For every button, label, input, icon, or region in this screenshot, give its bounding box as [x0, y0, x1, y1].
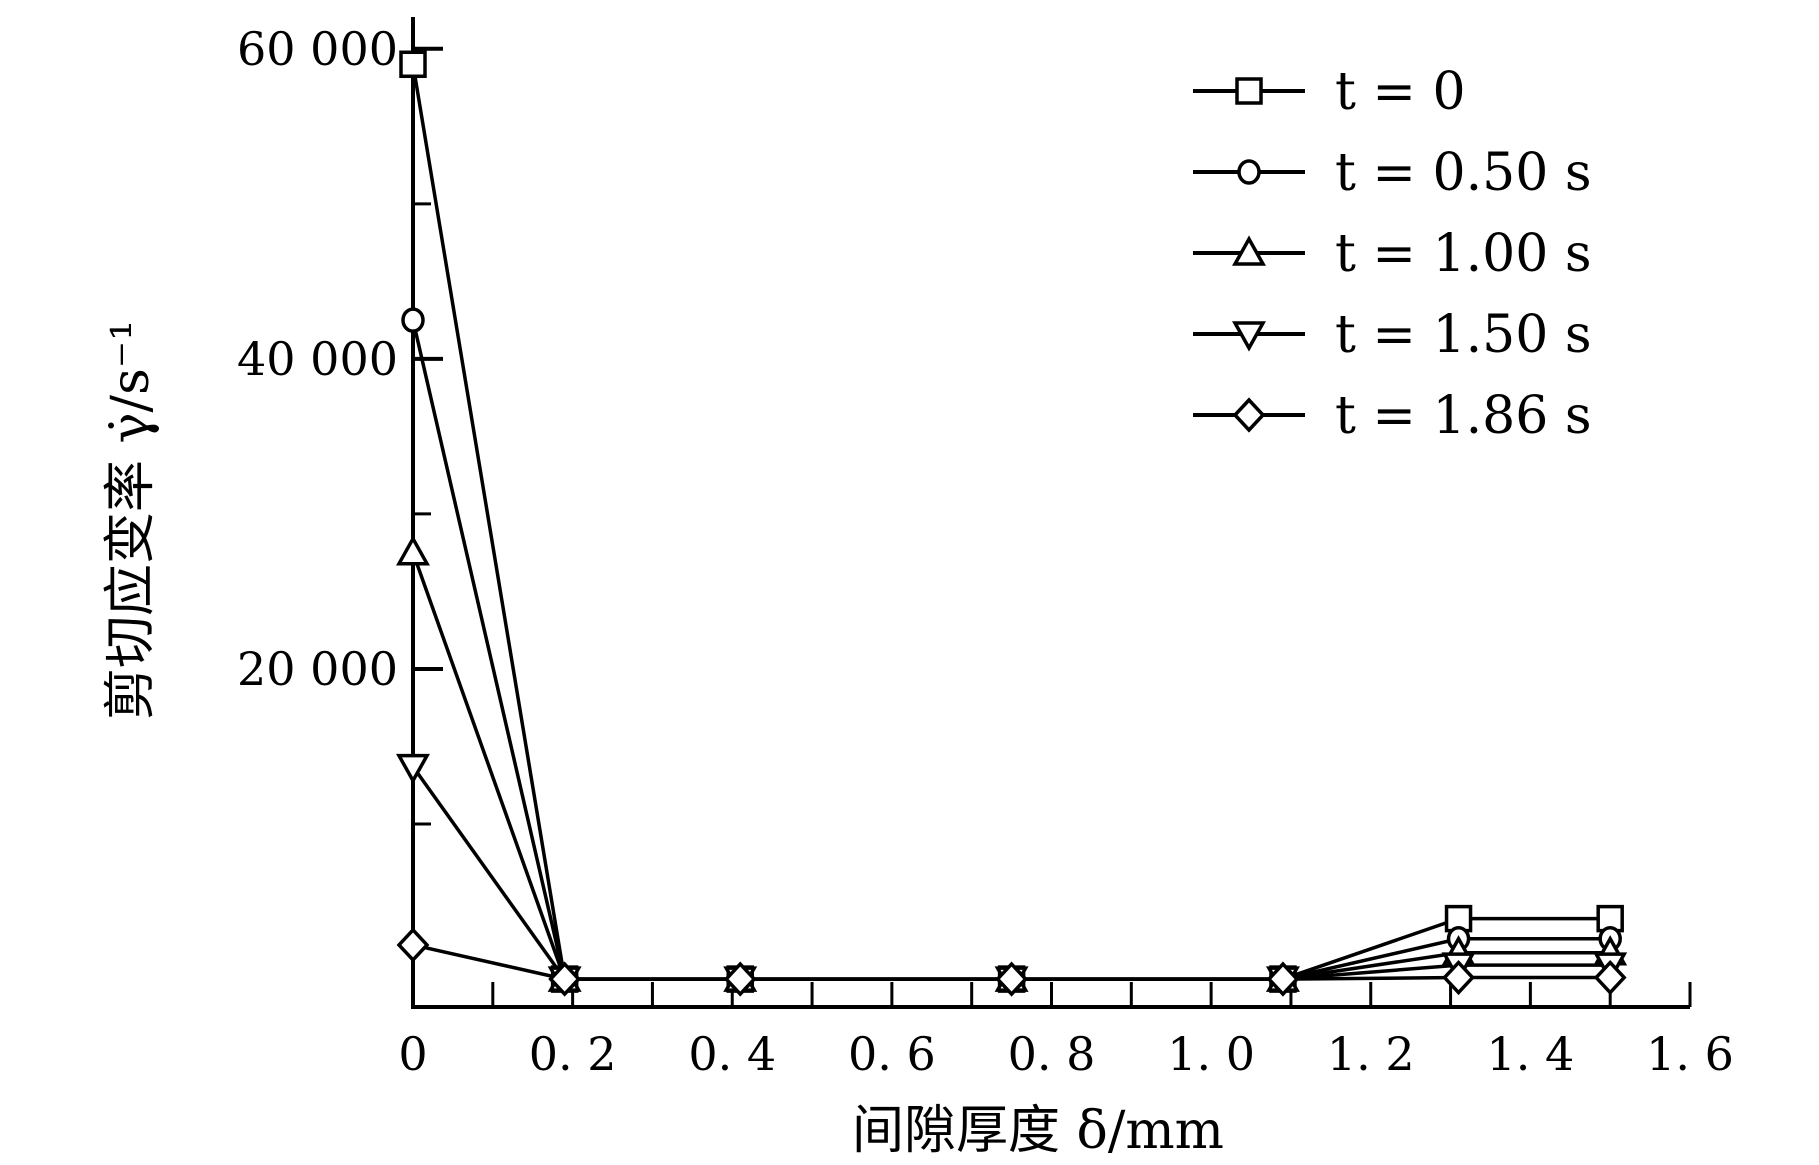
y-axis-title: 剪切应变率 γ̇/s⁻¹: [101, 320, 161, 720]
x-tick-label: 0. 8: [1008, 1027, 1096, 1081]
x-tick-label: 1. 2: [1327, 1027, 1415, 1081]
square-marker: [1235, 77, 1263, 105]
series-line: [411, 552, 1611, 981]
triangle-down-marker: [1232, 321, 1266, 352]
triangle-up-marker: [1232, 235, 1266, 266]
series-3: [411, 552, 1611, 981]
series-line: [411, 765, 1611, 981]
tick-labels: 0 0. 2 0. 4 0. 6 0. 8 1. 0 1. 2 1. 4 1. 6 20 000 4…: [237, 22, 1734, 1081]
square-marker: [399, 50, 427, 79]
legend-entry: t = 1.86 s: [1193, 386, 1592, 446]
legend-label: t = 1.00 s: [1335, 224, 1592, 284]
x-tick-label: 0. 2: [529, 1027, 617, 1081]
diamond-marker: [1266, 961, 1300, 997]
y-tick-label: 20 000: [237, 642, 398, 696]
legend-label: t = 0.50 s: [1335, 143, 1592, 203]
x-tick-label: 1. 4: [1486, 1027, 1574, 1081]
axes: [411, 17, 1692, 1009]
x-tick-label: 1. 0: [1167, 1027, 1255, 1081]
diamond-marker: [1442, 959, 1475, 996]
diamond-marker: [723, 961, 757, 997]
series-markers-5: [396, 927, 1627, 997]
triangle-up-marker: [396, 535, 430, 566]
legend-entry: t = 0: [1193, 62, 1466, 122]
legend-entry: t = 1.00 s: [1193, 224, 1592, 284]
x-tick-label: 0. 6: [848, 1027, 936, 1081]
circle-marker: [401, 307, 425, 333]
diamond-marker: [1593, 959, 1627, 996]
legend-label: t = 1.50 s: [1335, 305, 1592, 365]
x-axis-title: 间隙厚度 δ/mm: [852, 1101, 1224, 1160]
legend-entry: t = 1.50 s: [1193, 305, 1592, 365]
diamond-marker: [548, 961, 582, 997]
legend-label: t = 1.86 s: [1335, 386, 1592, 446]
series-markers-3: [396, 535, 1628, 992]
x-tick-label: 0: [398, 1027, 427, 1081]
y-tick-label: 40 000: [237, 332, 398, 386]
series-lines: [396, 50, 1628, 997]
series-markers-4: [396, 753, 1628, 997]
legend-label: t = 0: [1335, 62, 1466, 122]
series-4: [411, 765, 1611, 981]
diamond-marker: [995, 961, 1028, 997]
triangle-down-marker: [396, 753, 430, 785]
x-tick-label: 0. 4: [688, 1027, 776, 1081]
circle-marker: [1237, 159, 1261, 185]
legend: t = 0 t = 0.50 s t = 1.00 s t = 1.50 s t = 1…: [1193, 62, 1592, 446]
diamond-marker: [396, 927, 430, 963]
x-tick-label: 1. 6: [1646, 1027, 1734, 1081]
legend-entry: t = 0.50 s: [1193, 143, 1592, 203]
y-tick-label: 60 000: [237, 22, 398, 76]
diamond-marker: [1232, 397, 1266, 433]
